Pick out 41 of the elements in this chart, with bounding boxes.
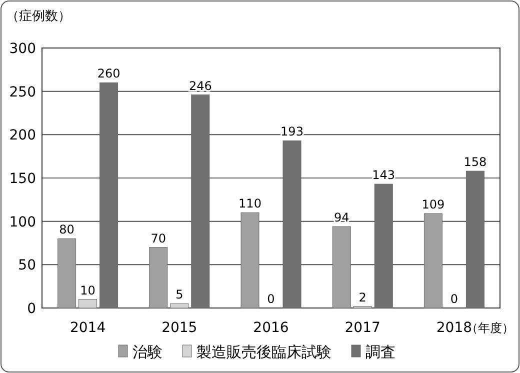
- y-tick-label: 0: [27, 301, 36, 317]
- y-tick-label: 200: [9, 128, 36, 144]
- bar: [332, 226, 351, 308]
- data-label: 260: [97, 66, 120, 81]
- legend-label: 製造販売後臨床試験: [196, 343, 332, 361]
- data-label: 109: [422, 198, 445, 212]
- x-tick-label: 2016: [253, 320, 289, 336]
- bar: [466, 170, 484, 308]
- y-tick-label: 250: [9, 84, 36, 100]
- x-tick-label: 2014: [70, 320, 106, 336]
- data-label: 158: [464, 155, 487, 170]
- bar: [374, 184, 393, 308]
- bar: [149, 247, 168, 308]
- data-label: 2: [358, 290, 366, 304]
- y-tick-label: 50: [18, 258, 36, 274]
- y-axis-title: （症例数）: [6, 9, 71, 24]
- bar: [191, 94, 210, 308]
- x-tick-label: 2015: [162, 320, 198, 336]
- bar: [240, 212, 260, 308]
- y-tick-label: 100: [9, 214, 36, 230]
- data-label: 10: [80, 283, 96, 298]
- bar: [282, 140, 302, 308]
- y-tick-label: 150: [9, 171, 36, 187]
- data-label: 80: [59, 222, 74, 237]
- bar: [58, 238, 76, 308]
- bar: [424, 213, 442, 308]
- data-label: 110: [238, 196, 262, 211]
- y-tick-label: 300: [9, 41, 36, 57]
- bar: [78, 299, 98, 308]
- data-label: 94: [334, 210, 350, 225]
- data-label: 0: [267, 292, 275, 306]
- legend-label: 調査: [366, 343, 396, 361]
- data-label: 0: [450, 292, 458, 306]
- data-label: 5: [176, 288, 184, 302]
- x-tick-label: 2017: [344, 320, 380, 336]
- bar: [170, 303, 189, 308]
- data-label: 246: [188, 78, 212, 93]
- x-tick-label: 2018: [436, 320, 472, 336]
- data-label: 70: [150, 231, 166, 246]
- legend-label: 治験: [132, 343, 162, 361]
- bar: [100, 82, 118, 308]
